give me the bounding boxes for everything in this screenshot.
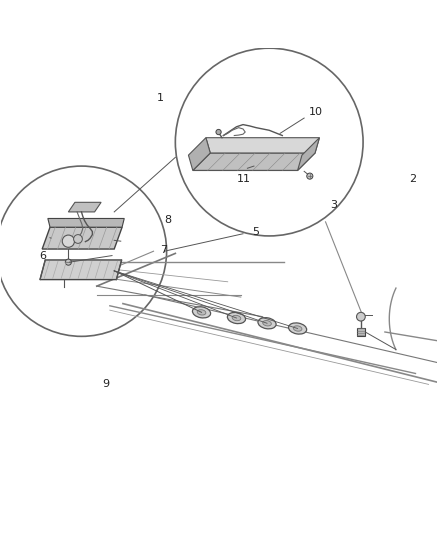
Polygon shape (48, 219, 124, 227)
Text: 5: 5 (252, 227, 259, 237)
Ellipse shape (197, 310, 206, 315)
Ellipse shape (293, 326, 302, 331)
Circle shape (65, 259, 71, 265)
Polygon shape (68, 203, 101, 212)
Circle shape (307, 173, 313, 179)
Circle shape (74, 235, 82, 244)
Polygon shape (297, 138, 319, 171)
Circle shape (216, 130, 221, 135)
Ellipse shape (289, 323, 307, 334)
Polygon shape (206, 138, 319, 153)
Ellipse shape (192, 306, 211, 318)
Circle shape (357, 312, 365, 321)
Text: 3: 3 (330, 200, 337, 211)
Text: 8: 8 (164, 215, 172, 225)
Text: 9: 9 (103, 379, 110, 390)
Polygon shape (188, 138, 210, 171)
Circle shape (0, 166, 166, 336)
Ellipse shape (232, 316, 241, 321)
Ellipse shape (258, 318, 276, 329)
Polygon shape (193, 153, 315, 171)
Polygon shape (42, 227, 122, 249)
Polygon shape (40, 260, 122, 280)
Polygon shape (357, 328, 365, 336)
Text: 2: 2 (409, 174, 416, 184)
Ellipse shape (227, 312, 246, 324)
Text: 11: 11 (237, 174, 251, 184)
Ellipse shape (263, 320, 272, 326)
Circle shape (62, 235, 74, 247)
Text: 1: 1 (156, 93, 163, 103)
Text: 7: 7 (160, 245, 167, 255)
Circle shape (175, 48, 363, 236)
Text: 6: 6 (39, 251, 46, 261)
Text: 10: 10 (308, 107, 322, 117)
